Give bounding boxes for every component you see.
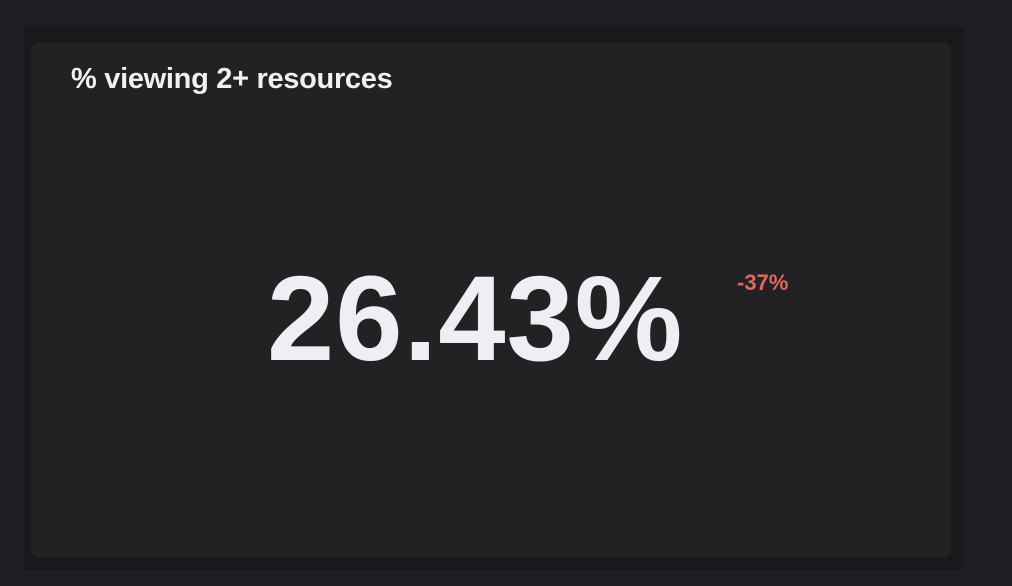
metric-value: 26.43%: [267, 250, 684, 386]
card-title: % viewing 2+ resources: [71, 63, 393, 95]
metric-card[interactable]: % viewing 2+ resources 26.43% -37%: [31, 42, 951, 558]
metric-delta: -37%: [737, 270, 789, 295]
